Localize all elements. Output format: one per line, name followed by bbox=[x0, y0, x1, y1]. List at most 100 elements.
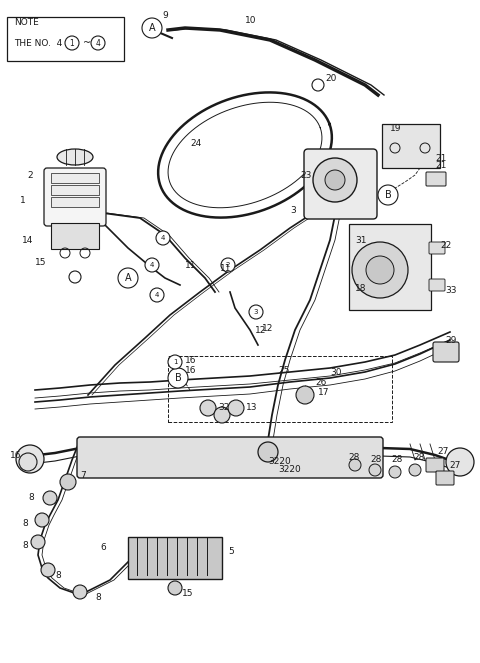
FancyBboxPatch shape bbox=[426, 172, 446, 186]
Text: 32: 32 bbox=[218, 404, 229, 412]
Text: A: A bbox=[149, 23, 156, 33]
Circle shape bbox=[168, 581, 182, 595]
FancyBboxPatch shape bbox=[51, 197, 99, 207]
Circle shape bbox=[409, 464, 421, 476]
Text: 28: 28 bbox=[370, 455, 382, 465]
Text: 22: 22 bbox=[440, 241, 451, 249]
Text: 21: 21 bbox=[435, 160, 446, 170]
Text: 11: 11 bbox=[185, 261, 196, 269]
Circle shape bbox=[366, 256, 394, 284]
Text: 13: 13 bbox=[246, 404, 257, 412]
Text: 1: 1 bbox=[173, 359, 177, 365]
Circle shape bbox=[325, 170, 345, 190]
Circle shape bbox=[378, 185, 398, 205]
Text: ~: ~ bbox=[83, 38, 91, 48]
Circle shape bbox=[145, 258, 159, 272]
Circle shape bbox=[228, 400, 244, 416]
FancyBboxPatch shape bbox=[382, 124, 440, 168]
Circle shape bbox=[296, 386, 314, 404]
Text: 15: 15 bbox=[35, 257, 47, 267]
Text: 8: 8 bbox=[28, 493, 34, 503]
Circle shape bbox=[352, 242, 408, 298]
Text: 33: 33 bbox=[445, 286, 456, 294]
Text: 12: 12 bbox=[262, 324, 274, 333]
Text: 27: 27 bbox=[449, 461, 460, 469]
Text: 28: 28 bbox=[391, 455, 402, 465]
FancyBboxPatch shape bbox=[436, 471, 454, 485]
Text: 1: 1 bbox=[20, 196, 26, 204]
Circle shape bbox=[118, 268, 138, 288]
Text: 4: 4 bbox=[150, 262, 154, 268]
Text: 12: 12 bbox=[255, 326, 266, 335]
Text: 19: 19 bbox=[390, 123, 401, 133]
Text: 31: 31 bbox=[355, 235, 367, 245]
Circle shape bbox=[200, 400, 216, 416]
Text: B: B bbox=[384, 190, 391, 200]
Circle shape bbox=[73, 585, 87, 599]
Circle shape bbox=[60, 474, 76, 490]
Text: 8: 8 bbox=[22, 518, 28, 528]
FancyBboxPatch shape bbox=[429, 242, 445, 254]
Text: 15: 15 bbox=[182, 589, 193, 597]
FancyBboxPatch shape bbox=[51, 185, 99, 195]
Circle shape bbox=[19, 453, 37, 471]
Text: 21: 21 bbox=[435, 154, 446, 162]
Circle shape bbox=[91, 36, 105, 50]
Text: 4: 4 bbox=[161, 235, 165, 241]
Text: 7: 7 bbox=[80, 471, 86, 479]
Circle shape bbox=[142, 18, 162, 38]
Circle shape bbox=[168, 368, 188, 388]
Text: 3: 3 bbox=[290, 206, 296, 215]
FancyBboxPatch shape bbox=[44, 168, 106, 226]
Circle shape bbox=[41, 563, 55, 577]
Text: 20: 20 bbox=[325, 74, 336, 82]
Circle shape bbox=[249, 305, 263, 319]
FancyBboxPatch shape bbox=[77, 437, 383, 478]
FancyBboxPatch shape bbox=[7, 17, 124, 61]
Circle shape bbox=[369, 464, 381, 476]
FancyBboxPatch shape bbox=[51, 173, 99, 183]
Ellipse shape bbox=[57, 149, 93, 165]
Text: 8: 8 bbox=[55, 570, 61, 579]
Circle shape bbox=[349, 459, 361, 471]
Circle shape bbox=[221, 258, 235, 272]
Text: B: B bbox=[175, 373, 181, 383]
Text: 4: 4 bbox=[155, 292, 159, 298]
Text: 10: 10 bbox=[245, 15, 256, 25]
Circle shape bbox=[313, 158, 357, 202]
FancyBboxPatch shape bbox=[349, 224, 431, 310]
Circle shape bbox=[16, 445, 44, 473]
Text: 5: 5 bbox=[228, 548, 234, 556]
FancyBboxPatch shape bbox=[128, 537, 222, 579]
FancyBboxPatch shape bbox=[426, 458, 444, 472]
Circle shape bbox=[150, 288, 164, 302]
FancyBboxPatch shape bbox=[433, 342, 459, 362]
Text: NOTE: NOTE bbox=[14, 17, 39, 27]
Text: 8: 8 bbox=[22, 540, 28, 550]
Text: 3: 3 bbox=[254, 309, 258, 315]
Text: 11: 11 bbox=[220, 263, 231, 272]
FancyBboxPatch shape bbox=[429, 279, 445, 291]
Text: 3220: 3220 bbox=[278, 465, 301, 475]
Text: 8: 8 bbox=[95, 593, 101, 603]
Text: 24: 24 bbox=[190, 139, 201, 147]
FancyBboxPatch shape bbox=[304, 149, 377, 219]
Text: 14: 14 bbox=[22, 235, 34, 245]
Text: 2: 2 bbox=[226, 262, 230, 268]
Text: 28: 28 bbox=[348, 453, 360, 461]
Circle shape bbox=[389, 466, 401, 478]
Text: A: A bbox=[125, 273, 132, 283]
Text: 29: 29 bbox=[445, 335, 456, 345]
Text: 18: 18 bbox=[355, 284, 367, 292]
Text: 16: 16 bbox=[10, 450, 22, 459]
Circle shape bbox=[214, 407, 230, 423]
Circle shape bbox=[65, 36, 79, 50]
Text: 25: 25 bbox=[278, 365, 289, 375]
Circle shape bbox=[258, 442, 278, 462]
Text: 27: 27 bbox=[437, 448, 448, 457]
Text: 16: 16 bbox=[185, 355, 196, 365]
Text: 26: 26 bbox=[315, 377, 326, 387]
Text: 4: 4 bbox=[96, 38, 100, 48]
Text: 23: 23 bbox=[300, 170, 312, 180]
Text: 30: 30 bbox=[330, 367, 341, 377]
